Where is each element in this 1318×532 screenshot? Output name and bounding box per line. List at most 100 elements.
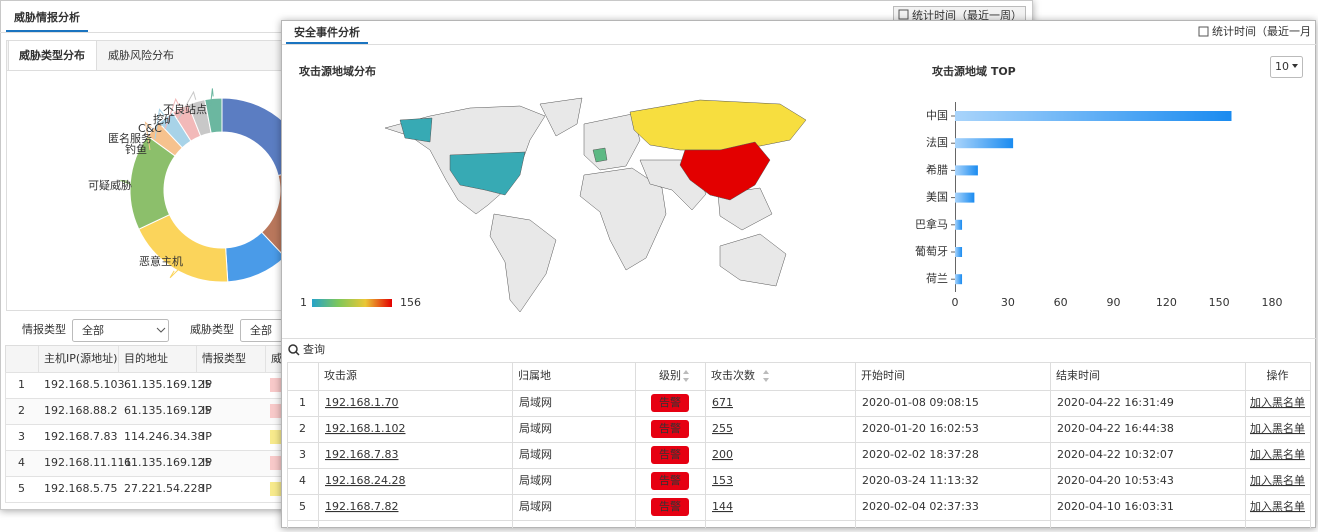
select-arrow bbox=[1292, 64, 1298, 68]
table-link[interactable]: 192.168.7.82 bbox=[325, 500, 398, 513]
bar-title: 攻击源地域 TOP bbox=[932, 64, 1016, 78]
bar[interactable] bbox=[955, 274, 963, 285]
level-text: 告警 bbox=[659, 421, 681, 435]
map-region bbox=[489, 213, 557, 313]
title-underline bbox=[6, 30, 88, 32]
column-header[interactable]: 操作 bbox=[1267, 368, 1289, 382]
filter-select[interactable] bbox=[72, 319, 169, 342]
column-header[interactable]: 开始时间 bbox=[861, 368, 905, 382]
bar[interactable] bbox=[955, 219, 963, 230]
table-cell: 114.246.34.38 bbox=[124, 430, 204, 443]
table-link[interactable]: 255 bbox=[712, 422, 733, 435]
y-tick-label: 美国 bbox=[926, 191, 948, 204]
leader-line bbox=[169, 261, 187, 279]
table-header bbox=[287, 362, 1311, 391]
table-cell: 61.135.169.125 bbox=[124, 404, 211, 417]
map-region bbox=[629, 99, 807, 151]
slice-label: 挖矿 bbox=[153, 112, 175, 126]
level-text: 告警 bbox=[659, 473, 681, 487]
leader-line bbox=[209, 88, 214, 111]
table-link[interactable]: 加入黑名单 bbox=[1250, 447, 1305, 461]
search-icon bbox=[288, 344, 298, 354]
donut-slice[interactable] bbox=[204, 97, 223, 134]
table-link[interactable]: 192.168.1.102 bbox=[325, 422, 405, 435]
table-cell: 2020-04-22 16:31:49 bbox=[1057, 396, 1174, 409]
sort-icon[interactable] bbox=[763, 370, 769, 382]
table-cell: IP bbox=[202, 404, 212, 417]
table-cell: 4 bbox=[299, 474, 306, 487]
bar[interactable] bbox=[955, 165, 978, 176]
level-badge bbox=[651, 498, 689, 516]
y-tick-label: 法国 bbox=[926, 135, 948, 149]
level-badge bbox=[651, 472, 689, 490]
table-cell: 5 bbox=[299, 500, 306, 513]
table-cell: 局域网 bbox=[519, 448, 552, 461]
table-link[interactable]: 153 bbox=[712, 474, 733, 487]
bar[interactable] bbox=[955, 192, 975, 203]
map-region bbox=[719, 233, 787, 287]
table-link[interactable]: 加入黑名单 bbox=[1250, 499, 1305, 513]
map-country[interactable] bbox=[592, 147, 608, 163]
table-link[interactable]: 加入黑名单 bbox=[1250, 395, 1305, 409]
x-tick-label: 120 bbox=[1156, 296, 1177, 309]
table-cell: 2 bbox=[18, 404, 25, 417]
table-cell: 61.135.169.125 bbox=[124, 456, 211, 469]
table-cell: 局域网 bbox=[519, 474, 552, 487]
bar[interactable] bbox=[955, 138, 1014, 149]
tab[interactable]: 威胁类型分布 bbox=[19, 48, 85, 62]
table-cell[interactable]: 192.168.88.2 bbox=[44, 404, 117, 417]
table-cell[interactable]: 192.168.11.111 bbox=[44, 456, 131, 469]
map-region bbox=[579, 167, 667, 271]
search-label[interactable]: 查询 bbox=[303, 342, 325, 356]
leader-line bbox=[144, 121, 152, 151]
table-link[interactable]: 671 bbox=[712, 396, 733, 409]
column-header[interactable]: 归属地 bbox=[518, 368, 551, 382]
map-country-alaska bbox=[399, 117, 433, 143]
table-link[interactable]: 144 bbox=[712, 500, 733, 513]
bar[interactable] bbox=[955, 111, 1232, 121]
table-cell[interactable]: 192.168.5.75 bbox=[44, 482, 117, 495]
top-select[interactable] bbox=[1270, 56, 1303, 78]
table-cell: 4 bbox=[18, 456, 25, 469]
table-cell: 27.221.54.228 bbox=[124, 482, 204, 495]
table-cell: 局域网 bbox=[519, 396, 552, 409]
tab[interactable]: 威胁风险分布 bbox=[108, 48, 174, 62]
leader-line bbox=[177, 90, 197, 121]
title-underline bbox=[286, 42, 368, 44]
table-cell: 局域网 bbox=[519, 500, 552, 513]
level-badge bbox=[651, 420, 689, 438]
table-link[interactable]: 192.168.1.70 bbox=[325, 396, 398, 409]
visual-map-min: 1 bbox=[300, 296, 307, 309]
bar[interactable] bbox=[955, 247, 963, 257]
map-country[interactable] bbox=[679, 141, 771, 201]
table-cell: 2020-01-20 16:02:53 bbox=[862, 422, 979, 435]
table-cell: 61.135.169.125 bbox=[124, 378, 211, 391]
column-header[interactable]: 攻击源 bbox=[324, 368, 357, 382]
x-tick-label: 150 bbox=[1209, 296, 1230, 309]
column-header: 目的地址 bbox=[124, 351, 168, 365]
table-cell[interactable]: 192.168.7.83 bbox=[44, 430, 117, 443]
slice-label: 不良站点 bbox=[163, 102, 207, 116]
slice-label: 恶意主机 bbox=[139, 254, 183, 268]
column-header[interactable]: 级别 bbox=[659, 369, 681, 382]
table-link[interactable]: 192.168.7.83 bbox=[325, 448, 398, 461]
filter-label: 威胁类型 bbox=[190, 322, 234, 336]
column-header[interactable]: 结束时间 bbox=[1056, 369, 1100, 382]
table-link[interactable]: 192.168.24.28 bbox=[325, 474, 405, 487]
map-country[interactable] bbox=[449, 151, 526, 196]
table-cell: 1 bbox=[299, 396, 306, 409]
sort-icon[interactable] bbox=[683, 370, 689, 382]
x-tick-label: 90 bbox=[1107, 296, 1121, 309]
table-link[interactable]: 加入黑名单 bbox=[1250, 473, 1305, 487]
table-link[interactable]: 加入黑名单 bbox=[1250, 421, 1305, 435]
table-cell[interactable]: 192.168.5.103 bbox=[44, 378, 124, 391]
y-tick-label: 荷兰 bbox=[926, 272, 948, 285]
level-text: 告警 bbox=[659, 499, 681, 513]
table-link[interactable]: 200 bbox=[712, 448, 733, 461]
column-header[interactable]: 攻击次数 bbox=[711, 368, 755, 382]
table-cell: 2020-02-04 02:37:33 bbox=[862, 500, 979, 513]
table-cell: 2020-01-08 09:08:15 bbox=[862, 396, 979, 409]
map-title: 攻击源地域分布 bbox=[299, 64, 376, 78]
